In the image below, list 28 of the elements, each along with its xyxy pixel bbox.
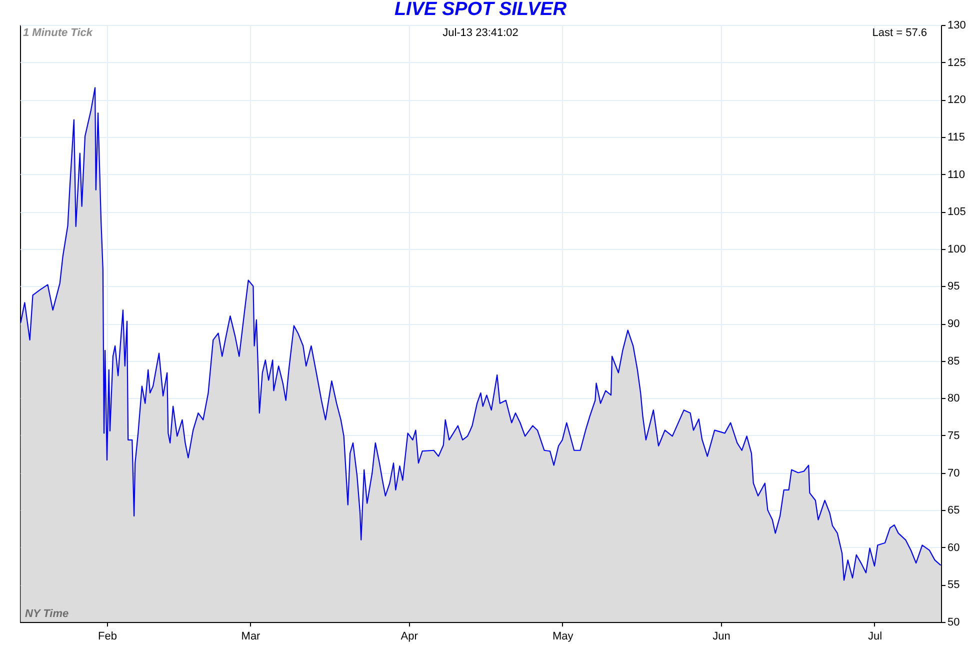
y-tick-label: 80: [948, 392, 960, 405]
y-tick-label: 115: [948, 131, 966, 144]
x-tick-label: Mar: [241, 630, 261, 642]
annotation: 1 Minute Tick: [23, 27, 94, 39]
y-tick-label: 75: [948, 430, 960, 442]
x-tick-label: Apr: [400, 630, 418, 642]
y-tick-label: 65: [948, 504, 960, 517]
y-tick-label: 125: [948, 56, 966, 69]
y-tick-label: 95: [948, 280, 960, 293]
y-tick-label: 55: [948, 579, 960, 592]
y-tick-label: 130: [948, 20, 966, 32]
y-tick-label: 110: [948, 168, 966, 181]
y-tick-label: 60: [948, 542, 960, 554]
y-tick-label: 100: [948, 243, 966, 256]
y-tick-label: 70: [948, 467, 960, 480]
annotation: NY Time: [25, 608, 69, 620]
y-tick-label: 105: [948, 206, 966, 218]
x-tick-label: Feb: [98, 630, 117, 642]
y-tick-label: 85: [948, 355, 960, 368]
y-tick-label: 120: [948, 94, 966, 106]
y-tick-label: 90: [948, 318, 960, 330]
y-tick-label: 50: [948, 616, 960, 628]
annotation: Jul-13 23:41:02: [442, 27, 518, 39]
x-tick-label: Jul: [868, 630, 882, 642]
x-tick-label: Jun: [712, 630, 730, 642]
chart-title: LIVE SPOT SILVER: [394, 0, 567, 20]
x-tick-label: May: [552, 630, 574, 642]
annotation: Last = 57.6: [872, 27, 927, 39]
